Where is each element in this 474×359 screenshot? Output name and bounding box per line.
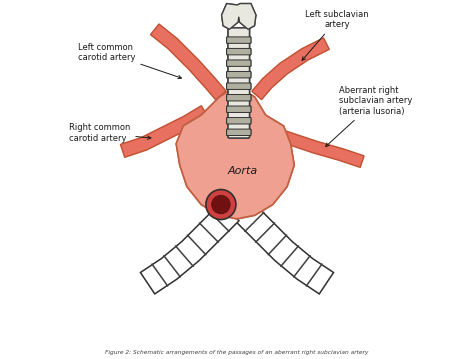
FancyBboxPatch shape	[227, 37, 251, 43]
FancyBboxPatch shape	[227, 71, 251, 78]
Polygon shape	[222, 4, 256, 29]
FancyBboxPatch shape	[227, 117, 251, 124]
FancyBboxPatch shape	[228, 28, 249, 138]
Polygon shape	[253, 120, 364, 167]
FancyBboxPatch shape	[227, 106, 251, 112]
Text: Aorta: Aorta	[227, 165, 257, 176]
FancyBboxPatch shape	[227, 117, 251, 124]
FancyBboxPatch shape	[227, 129, 251, 135]
FancyBboxPatch shape	[227, 83, 251, 89]
Polygon shape	[140, 202, 239, 294]
Text: Aberrant right
subclavian artery
(arteria lusoria): Aberrant right subclavian artery (arteri…	[326, 86, 412, 146]
Polygon shape	[235, 202, 334, 294]
Text: Figure 2: Schematic arrangements of the passages of an aberrant right subclavian: Figure 2: Schematic arrangements of the …	[105, 350, 369, 355]
Text: Left subclavian
artery: Left subclavian artery	[302, 10, 369, 60]
Polygon shape	[252, 38, 329, 100]
FancyBboxPatch shape	[227, 60, 251, 66]
Text: Left common
carotid artery: Left common carotid artery	[78, 43, 182, 79]
FancyBboxPatch shape	[228, 28, 249, 138]
Circle shape	[206, 190, 236, 220]
FancyBboxPatch shape	[227, 129, 251, 135]
FancyBboxPatch shape	[227, 48, 251, 55]
FancyBboxPatch shape	[227, 106, 251, 112]
FancyBboxPatch shape	[227, 94, 251, 101]
Polygon shape	[151, 24, 226, 100]
Polygon shape	[176, 90, 294, 219]
Text: Right common
carotid artery: Right common carotid artery	[69, 123, 151, 143]
Polygon shape	[120, 106, 208, 157]
Polygon shape	[222, 4, 256, 29]
Polygon shape	[176, 90, 294, 219]
FancyBboxPatch shape	[227, 71, 251, 78]
FancyBboxPatch shape	[227, 83, 251, 89]
FancyBboxPatch shape	[227, 60, 251, 66]
FancyBboxPatch shape	[227, 94, 251, 101]
Circle shape	[211, 195, 230, 214]
FancyBboxPatch shape	[227, 37, 251, 43]
FancyBboxPatch shape	[227, 48, 251, 55]
